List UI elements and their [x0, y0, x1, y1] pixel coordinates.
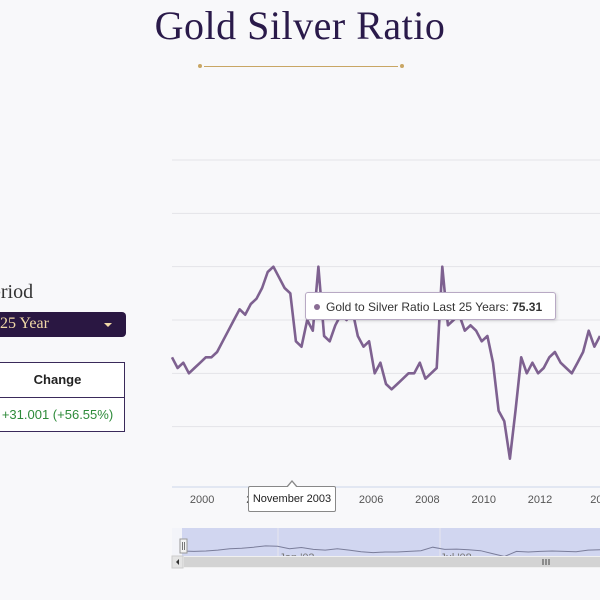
chevron-down-icon: [104, 323, 112, 327]
crosshair-date-label: November 2003: [248, 480, 336, 512]
navigator-series-line: [181, 545, 600, 558]
navigator-handle-left[interactable]: [179, 538, 188, 554]
x-tick-label: 2010: [471, 494, 495, 506]
x-tick-label: 2006: [359, 494, 383, 506]
x-tick-label: 2000: [190, 494, 214, 506]
period-label: eriod: [0, 281, 34, 303]
change-value: +31.001 (+56.55%): [1, 407, 114, 422]
series-marker-icon: [314, 304, 320, 310]
x-tick-label: 2008: [415, 494, 439, 506]
x-tick-label: 20: [590, 494, 600, 506]
chart-tooltip: Gold to Silver Ratio Last 25 Years: 75.3…: [305, 292, 556, 320]
tooltip-series-name: Gold to Silver Ratio Last 25 Years:: [326, 300, 509, 314]
page-title: Gold Silver Ratio: [154, 3, 446, 48]
change-header: Change: [0, 363, 124, 398]
divider-line: [204, 66, 398, 67]
period-select-value: 25 Year: [0, 315, 49, 332]
period-select[interactable]: 25 Year: [0, 312, 126, 337]
change-table: Change +31.001 (+56.55%): [0, 362, 125, 432]
divider-dot-right: [400, 64, 404, 68]
tooltip-value: 75.31: [512, 300, 543, 314]
title-divider: [198, 64, 404, 68]
divider-dot-left: [198, 64, 202, 68]
arrow-left-icon: [176, 559, 179, 565]
navigator-selected-range[interactable]: [182, 528, 600, 556]
series-line-gold-silver-ratio[interactable]: [170, 265, 600, 460]
navigator-scrollbar-thumb[interactable]: [184, 557, 600, 567]
x-tick-label: 2012: [528, 494, 552, 506]
